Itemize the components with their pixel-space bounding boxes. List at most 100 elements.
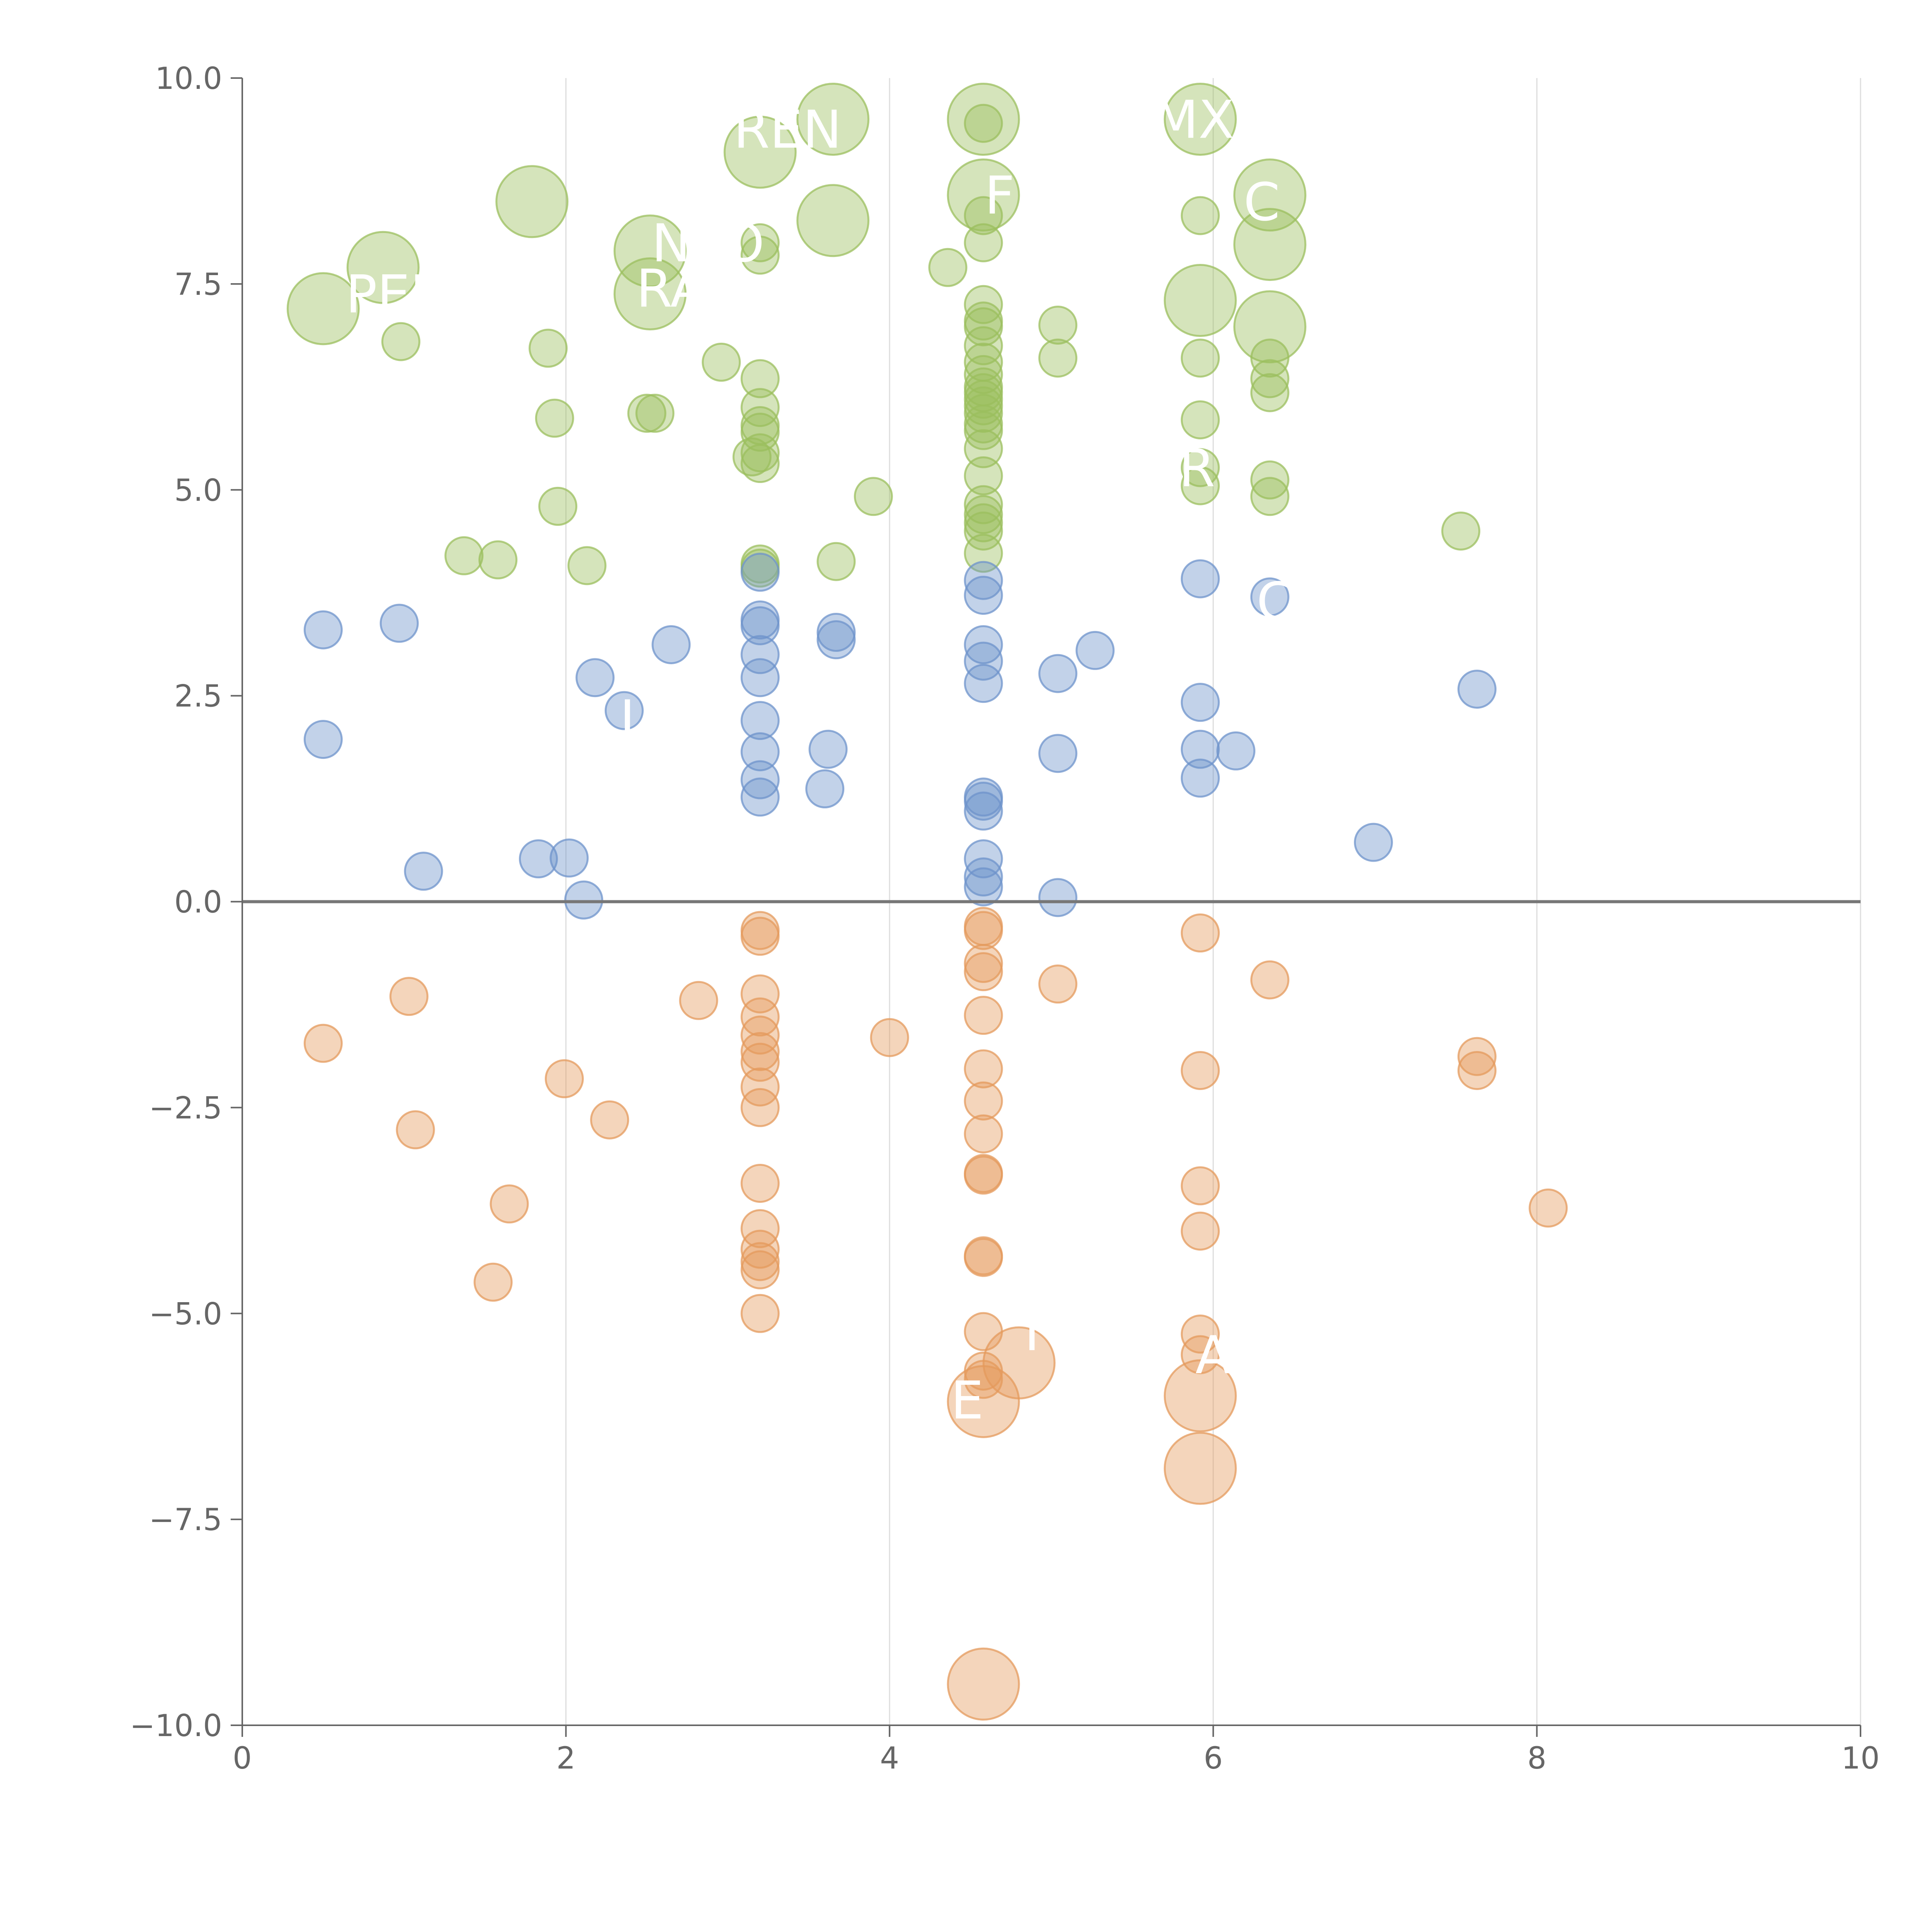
data-point-blue xyxy=(1250,577,1289,617)
data-point-blue xyxy=(964,781,1003,821)
data-point-green xyxy=(1180,196,1220,235)
data-point-green xyxy=(1180,400,1220,440)
data-point-green xyxy=(286,272,360,345)
data-point-blue xyxy=(964,867,1003,906)
data-point-blue xyxy=(651,625,691,664)
data-point-green xyxy=(1038,305,1078,345)
data-point-green xyxy=(740,444,780,483)
data-point-blue xyxy=(404,852,443,891)
point-label: T xyxy=(1016,1302,1048,1362)
data-point-green xyxy=(796,83,870,156)
data-point-blue xyxy=(816,620,856,660)
point-label: RA xyxy=(636,259,706,319)
y-tick-label: 2.5 xyxy=(174,679,222,714)
data-point-blue xyxy=(1180,759,1220,798)
data-point-orange xyxy=(740,1015,780,1055)
point-label: N xyxy=(651,213,690,274)
data-point-orange xyxy=(396,1110,435,1150)
data-point-green xyxy=(947,83,1020,156)
data-point-blue xyxy=(964,625,1003,664)
data-point-blue xyxy=(1216,731,1255,770)
data-point-blue xyxy=(1354,823,1393,862)
data-point-green xyxy=(964,394,1003,433)
data-point-green xyxy=(1250,460,1289,500)
data-point-orange xyxy=(964,911,1003,950)
data-point-green xyxy=(964,326,1003,366)
point-label: PER xyxy=(346,264,447,325)
data-point-orange xyxy=(1180,1335,1220,1374)
point-label: C xyxy=(1257,571,1293,632)
data-point-orange xyxy=(740,1230,780,1269)
data-point-blue xyxy=(604,691,644,730)
data-point-green xyxy=(854,477,893,516)
data-point-green xyxy=(964,456,1003,496)
data-point-green xyxy=(964,495,1003,534)
point-label: A xyxy=(1196,1325,1231,1386)
data-point-green xyxy=(1250,338,1289,378)
data-point-green xyxy=(964,196,1003,235)
point-label: R xyxy=(1179,438,1215,498)
data-point-blue xyxy=(1038,734,1078,773)
data-point-green xyxy=(444,536,484,575)
data-point-blue xyxy=(740,760,780,799)
data-point-green xyxy=(964,429,1003,468)
data-point-orange xyxy=(947,1647,1020,1721)
data-point-green xyxy=(627,394,667,433)
x-tick-label: 10 xyxy=(1841,1741,1879,1776)
data-point-green xyxy=(613,214,687,288)
data-point-orange xyxy=(679,981,718,1020)
data-point-blue xyxy=(1180,559,1220,599)
data-point-blue xyxy=(740,658,780,697)
data-point-blue xyxy=(1038,878,1078,917)
data-point-green xyxy=(478,540,518,580)
data-point-green xyxy=(928,248,968,287)
data-point-blue xyxy=(964,641,1003,681)
data-point-orange xyxy=(590,1100,629,1139)
data-point-blue xyxy=(805,769,845,808)
data-point-blue xyxy=(519,839,558,879)
data-point-blue xyxy=(964,791,1003,831)
data-point-blue xyxy=(964,561,1003,600)
data-point-orange xyxy=(740,1163,780,1203)
data-point-green xyxy=(1441,511,1481,551)
data-point-blue xyxy=(808,730,848,769)
data-point-green xyxy=(495,165,569,238)
data-point-orange xyxy=(964,952,1003,992)
data-point-blue xyxy=(740,777,780,817)
data-point-orange xyxy=(473,1262,513,1302)
data-points xyxy=(286,83,1568,1721)
data-point-green xyxy=(964,511,1003,551)
data-point-blue xyxy=(549,838,589,878)
y-tick-label: 0.0 xyxy=(174,885,222,920)
data-point-green xyxy=(381,322,420,361)
data-point-orange xyxy=(1529,1188,1568,1228)
data-point-blue xyxy=(740,732,780,772)
data-point-blue xyxy=(1038,654,1078,693)
data-point-orange xyxy=(740,1032,780,1071)
data-point-orange xyxy=(740,1088,780,1127)
data-point-orange xyxy=(740,917,780,956)
axes: 10.0 7.5 5.0 2.5 0.0 −2.5 −5.0 −7.5 −10.0 0 2 4 6 8 10 xyxy=(130,61,1880,1776)
data-point-blue xyxy=(379,604,419,643)
data-point-orange xyxy=(740,974,780,1014)
point-labels: PER REN MX F C N O RA R C J E A T xyxy=(346,90,1293,1431)
data-point-orange xyxy=(964,1114,1003,1154)
data-point-blue xyxy=(964,857,1003,897)
data-point-blue xyxy=(575,658,615,697)
data-point-green xyxy=(635,394,675,433)
data-point-green xyxy=(567,546,607,585)
data-point-green xyxy=(740,235,780,275)
data-point-green xyxy=(1250,477,1289,516)
data-point-green xyxy=(796,184,870,257)
data-point-green xyxy=(740,359,780,398)
data-point-green xyxy=(964,285,1003,324)
data-point-green xyxy=(702,342,741,382)
data-point-orange xyxy=(1180,1166,1220,1206)
data-point-green xyxy=(964,104,1003,143)
data-point-blue xyxy=(1180,730,1220,769)
x-tick-label: 6 xyxy=(1204,1741,1223,1776)
data-point-blue xyxy=(303,610,343,650)
data-point-green xyxy=(964,223,1003,262)
y-tick-label: 5.0 xyxy=(174,473,222,508)
